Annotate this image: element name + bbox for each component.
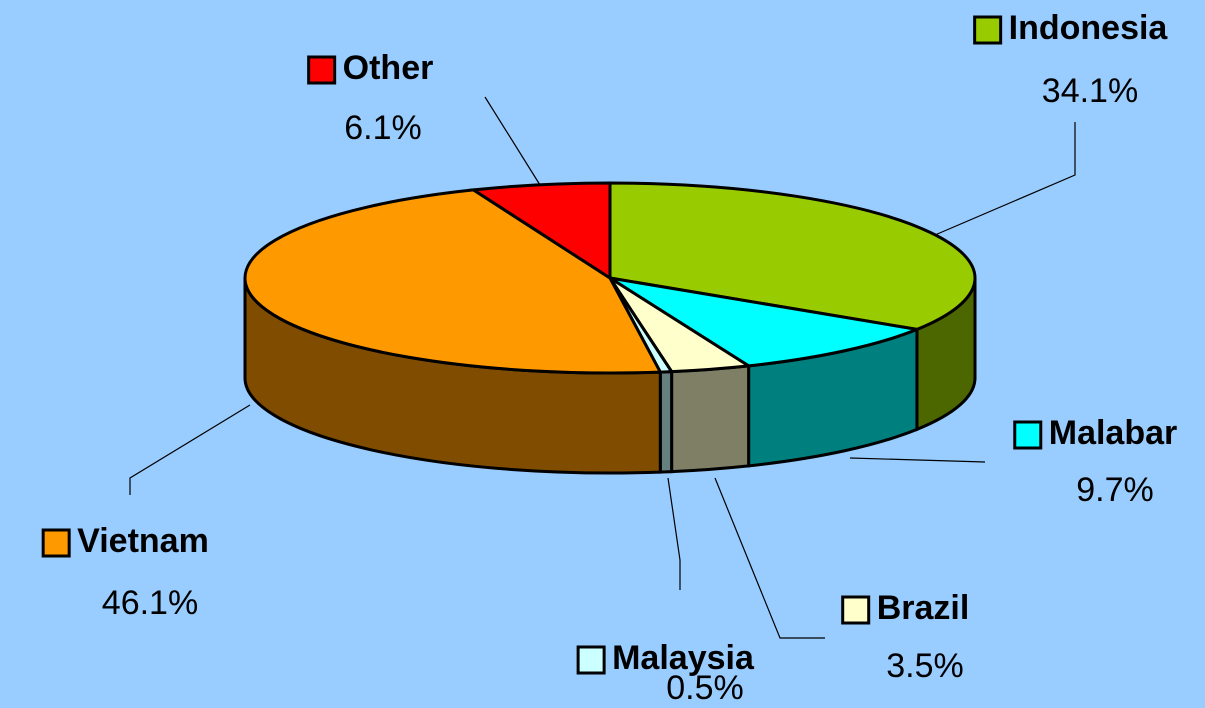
legend-swatch [1013, 420, 1043, 450]
legend-swatch [307, 55, 337, 85]
legend-label: Other [343, 49, 434, 87]
legend-label: Brazil [877, 589, 970, 627]
data-label: 34.1% [1042, 72, 1138, 110]
legend-label: Vietnam [77, 522, 209, 560]
legend-swatch [576, 645, 606, 675]
data-label: 3.5% [886, 647, 964, 685]
legend-swatch [973, 15, 1003, 45]
pie-slice [243, 188, 663, 375]
legend-label: Indonesia [1009, 9, 1169, 47]
legend-swatch [41, 528, 71, 558]
legend-label: Malaysia [612, 639, 755, 677]
legend-label: Malabar [1049, 414, 1178, 452]
leader-line [849, 457, 986, 463]
data-label: 0.5% [666, 669, 744, 707]
legend-swatch [841, 595, 871, 625]
leader-line [934, 122, 1076, 236]
data-label: 9.7% [1076, 471, 1154, 509]
pie-slice [609, 276, 923, 368]
pie-side [670, 364, 751, 474]
data-label: 6.1% [344, 109, 422, 147]
leader-line [129, 404, 251, 495]
leader-line [714, 477, 825, 639]
leader-line [484, 96, 541, 186]
pie-slice [469, 181, 612, 281]
leader-line [667, 477, 681, 590]
pie-side [658, 370, 674, 474]
data-label: 46.1% [102, 584, 198, 622]
